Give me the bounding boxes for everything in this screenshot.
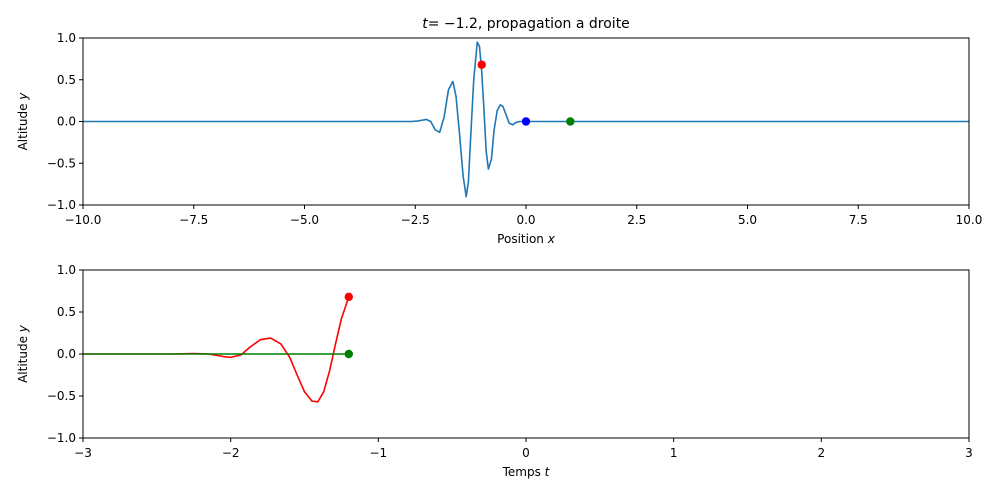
x-tick-label: 10.0 [956, 213, 983, 227]
data-layer [83, 296, 350, 403]
plots-group: −10.0 −7.5 −5.0 −2.5 0.0 2.5 5.0 7.5 10.0−1.0−0.… [16, 31, 982, 479]
x-tick-label: −2.5 [401, 213, 430, 227]
x-tick-label: −2 [222, 446, 240, 460]
x-axis-label-var: t [545, 465, 551, 479]
title-text: , propagation a droite [478, 16, 630, 32]
x-tick-label: 0 [522, 446, 530, 460]
x-tick-label: 1 [670, 446, 678, 460]
x-axis-label-text: Position [497, 232, 548, 246]
plot-1: −10.0 −7.5 −5.0 −2.5 0.0 2.5 5.0 7.5 10.0 −1.0 −0.… [16, 31, 982, 246]
y-tick-label: −0.5 [47, 156, 76, 170]
y-tick-label: 0.5 [57, 305, 76, 319]
y-axis-label-var: y [16, 324, 30, 333]
y-axis-label: Altitude y [16, 92, 30, 151]
data-layer [83, 41, 969, 198]
x-tick-label: 2 [818, 446, 826, 460]
x-tick-label: 3 [965, 446, 973, 460]
marker-point-2 [344, 349, 353, 359]
x-axis-label: Position x [497, 232, 556, 246]
x-tick-label: −1 [369, 446, 387, 460]
y-tick-label: 1.0 [57, 31, 76, 45]
x-axis-label: Temps t [502, 465, 551, 479]
series-line-1 [83, 41, 969, 198]
y-tick-label: 0.5 [57, 73, 76, 87]
x-tick-label: −5.0 [290, 213, 319, 227]
marker-point-1 [344, 292, 353, 302]
y-tick-label: 0.0 [57, 115, 76, 129]
plot-2: −3 −2 −1 0 1 2 3 −1.0 −0.5 0.0 0.5 1.0 Temps t Altitu… [16, 263, 973, 479]
x-tick-label: −3 [74, 446, 92, 460]
marker-point-2 [521, 117, 531, 126]
x-tick-label: −7.5 [179, 213, 208, 227]
x-axis-label-var: x [547, 232, 556, 246]
x-tick-label: 2.5 [627, 213, 646, 227]
x-tick-label: 0.0 [516, 213, 535, 227]
y-tick-label: −0.5 [47, 389, 76, 403]
y-axis-label-text: Altitude [16, 332, 30, 383]
x-tick-label: 5.0 [738, 213, 757, 227]
x-tick-label: −10.0 [65, 213, 102, 227]
y-axis-label-var: y [16, 92, 30, 101]
y-tick-label: −1.0 [47, 431, 76, 445]
title-math-var: t [422, 16, 428, 32]
title-math-rest: = −1.2 [428, 16, 478, 32]
series-line-1 [83, 296, 350, 403]
x-axis-label-text: Temps [502, 465, 545, 479]
chart-title: t= −1.2, propagation a droite [422, 16, 630, 32]
y-tick-label: −1.0 [47, 198, 76, 212]
x-tick-label: 7.5 [849, 213, 868, 227]
y-tick-label: 1.0 [57, 263, 76, 277]
y-axis-label: Altitude y [16, 324, 30, 383]
y-tick-label: 0.0 [57, 347, 76, 361]
y-axis-label-text: Altitude [16, 100, 30, 151]
marker-point-1 [477, 60, 486, 69]
marker-point-3 [566, 117, 575, 126]
